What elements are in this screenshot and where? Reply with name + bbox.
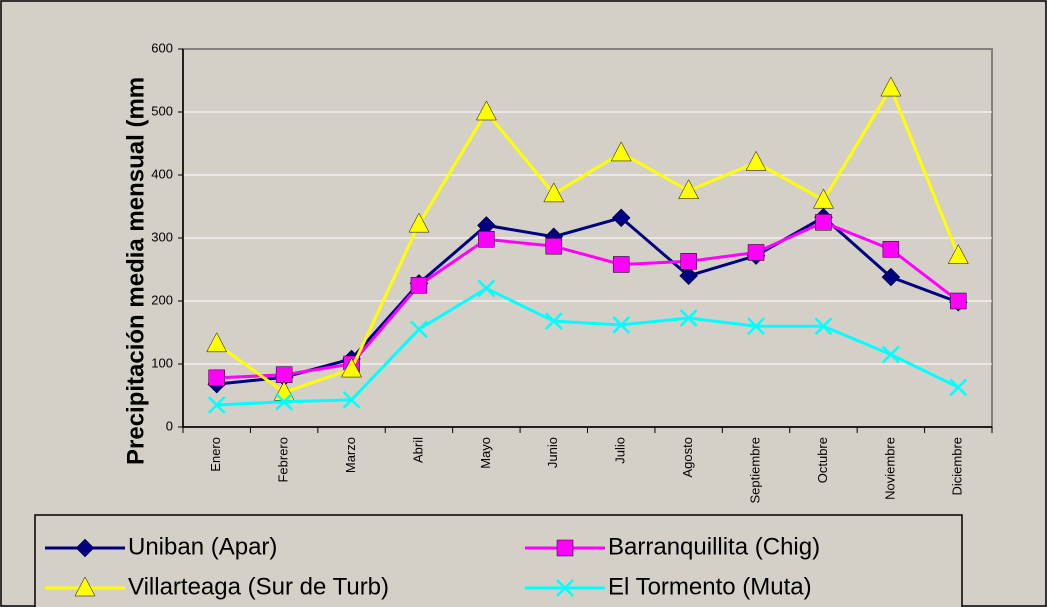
legend-label: Villarteaga (Sur de Turb) [128, 573, 389, 600]
marker [342, 391, 361, 409]
marker [813, 188, 834, 209]
marker [745, 150, 767, 171]
legend-box [34, 514, 963, 607]
marker [947, 244, 969, 264]
x-tick-label: Julio [613, 437, 628, 464]
marker [611, 208, 631, 228]
y-axis-title: Precipitación media mensual (mm [122, 77, 149, 465]
series-line [215, 84, 960, 395]
marker [477, 279, 496, 298]
marker [747, 244, 765, 261]
marker [408, 212, 430, 233]
y-tick-label: 200 [151, 292, 173, 307]
marker [545, 237, 563, 255]
y-tick-label: 500 [151, 103, 173, 118]
legend-label: Barranquillita (Chig) [608, 533, 820, 560]
legend-marker [75, 538, 95, 558]
x-tick-label: Noviembre [882, 437, 897, 500]
x-tick-label: Mayo [478, 437, 493, 469]
marker [949, 378, 968, 397]
marker [679, 266, 698, 286]
marker [544, 312, 563, 331]
legend-marker [74, 576, 96, 597]
marker [680, 253, 697, 270]
marker [881, 267, 901, 287]
marker [208, 369, 225, 387]
x-tick-label: Diciembre [950, 437, 965, 496]
marker [612, 256, 630, 273]
y-tick-label: 0 [166, 418, 173, 433]
marker [207, 396, 226, 414]
marker [679, 309, 698, 327]
series-line [216, 220, 960, 380]
y-tick-label: 100 [151, 355, 173, 370]
marker [747, 317, 765, 336]
legend-marker [556, 579, 574, 597]
legend-marker [556, 539, 574, 557]
x-tick-label: Junio [545, 437, 560, 468]
marker [410, 320, 428, 339]
x-tick-label: Agosto [680, 437, 695, 477]
x-tick-label: Marzo [343, 437, 358, 473]
y-tick-label: 300 [151, 229, 173, 244]
marker [882, 241, 900, 258]
marker [341, 357, 362, 378]
y-tick-label: 600 [151, 40, 173, 55]
legend-label: El Tormento (Muta) [608, 573, 812, 600]
series-line [216, 286, 959, 407]
x-tick-label: Septiembre [747, 437, 762, 503]
marker [543, 182, 565, 203]
x-tick-label: Abril [410, 437, 425, 463]
marker [275, 366, 293, 383]
marker [678, 179, 700, 199]
marker [815, 214, 832, 231]
x-tick-label: Enero [208, 437, 223, 472]
marker [881, 345, 900, 364]
marker [410, 277, 428, 294]
marker [206, 332, 228, 353]
marker [475, 100, 497, 121]
marker [950, 292, 967, 310]
x-tick-label: Octubre [815, 437, 830, 483]
x-tick-label: Febrero [276, 437, 291, 483]
y-tick-label: 400 [151, 166, 173, 181]
marker [612, 316, 631, 334]
marker [478, 231, 495, 248]
marker [880, 76, 902, 97]
marker [610, 141, 632, 162]
marker [814, 317, 833, 336]
legend-label: Uniban (Apar) [128, 533, 277, 560]
marker [275, 392, 294, 411]
